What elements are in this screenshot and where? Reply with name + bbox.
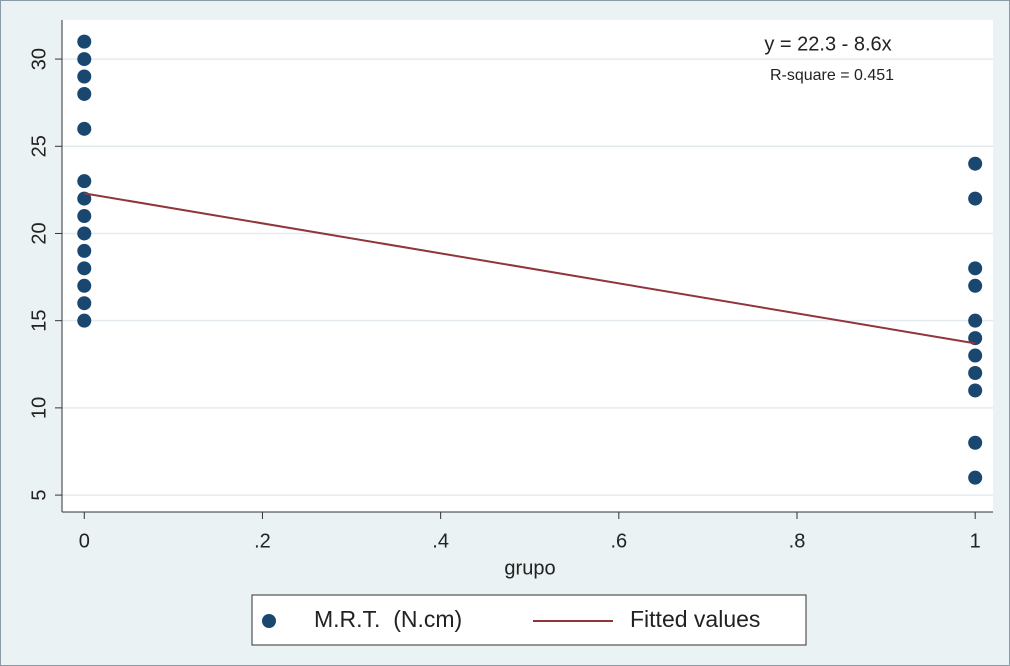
scatter-point xyxy=(968,383,983,398)
legend xyxy=(251,594,807,646)
x-tick-label: .6 xyxy=(610,530,627,552)
fitted-line xyxy=(84,192,976,345)
x-tick-label: .8 xyxy=(789,530,806,552)
scatter-point xyxy=(77,313,92,328)
equation-annotation: y = 22.3 - 8.6x xyxy=(764,33,891,55)
r-square-annotation: R-square = 0.451 xyxy=(770,67,894,84)
scatter-point xyxy=(77,226,92,241)
legend-marker xyxy=(262,614,276,628)
scatter-point xyxy=(968,156,983,171)
scatter-point xyxy=(77,52,92,67)
scatter-point xyxy=(968,435,983,450)
scatter-point xyxy=(77,86,92,101)
scatter-point xyxy=(968,348,983,363)
x-tick-label: 0 xyxy=(79,530,90,552)
scatter-point xyxy=(968,331,983,346)
legend-label: M.R.T. (N.cm) xyxy=(314,606,462,632)
scatter-point xyxy=(77,209,92,224)
scatter-point xyxy=(77,174,92,189)
y-tick-label: 15 xyxy=(28,310,50,332)
y-tick-label: 5 xyxy=(28,490,50,501)
scatter-point xyxy=(77,243,92,258)
legend-label: Fitted values xyxy=(630,606,760,632)
y-tick-label: 30 xyxy=(28,48,50,70)
scatter-point xyxy=(77,121,92,136)
scatter-point xyxy=(968,470,983,485)
grid xyxy=(62,58,993,496)
scatter-point xyxy=(968,278,983,293)
scatter-point xyxy=(77,261,92,276)
scatter-point xyxy=(77,191,92,206)
x-tick-label: 1 xyxy=(970,530,981,552)
scatter-point xyxy=(77,34,92,49)
scatter-point xyxy=(77,69,92,84)
y-tick-label: 25 xyxy=(28,135,50,157)
y-tick-label: 10 xyxy=(28,397,50,419)
x-tick-label: .2 xyxy=(254,530,271,552)
scatter-point xyxy=(968,191,983,206)
scatter-point xyxy=(968,365,983,380)
x-tick-label: .4 xyxy=(432,530,449,552)
scatter-point xyxy=(77,296,92,311)
scatter-point xyxy=(77,278,92,293)
scatter-point xyxy=(968,261,983,276)
plot-area xyxy=(62,20,993,512)
scatter-point xyxy=(968,313,983,328)
y-tick-label: 20 xyxy=(28,222,50,244)
x-axis-label: grupo xyxy=(504,557,555,579)
